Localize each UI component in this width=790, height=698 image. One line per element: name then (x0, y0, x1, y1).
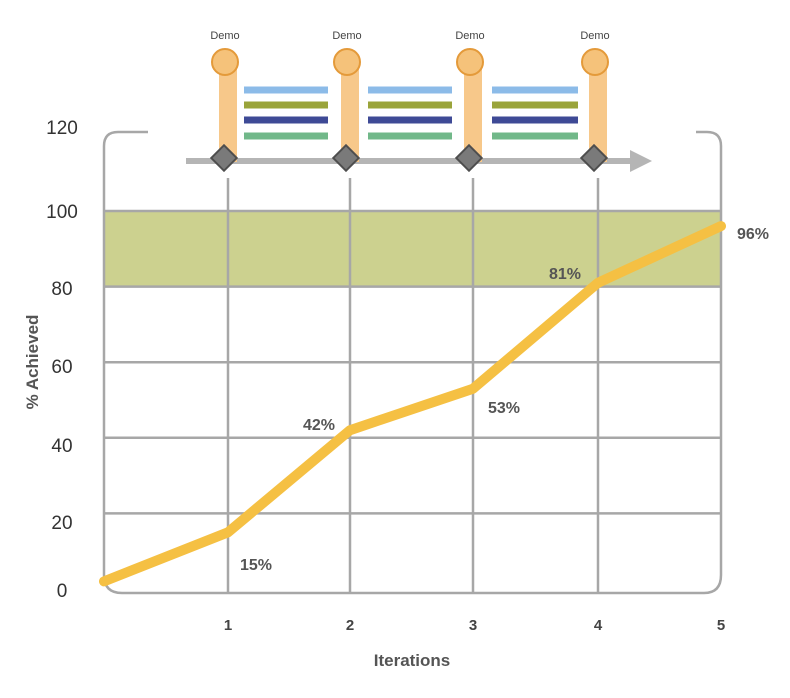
demo-milestone: Demo (454, 30, 485, 173)
stripe-bar (244, 101, 328, 109)
x-tick-label: 2 (346, 617, 354, 634)
stripe-bar (492, 132, 578, 140)
stripe-bar (244, 86, 328, 94)
x-tick-label: 5 (717, 617, 725, 634)
data-label: 53% (488, 400, 520, 417)
stripe-bar (368, 116, 452, 124)
stripe-bar (244, 132, 328, 140)
iteration-timeline: Demo Demo Demo Demo (186, 30, 652, 173)
arrow-icon (630, 150, 652, 172)
demo-milestones: Demo Demo Demo Demo (209, 30, 610, 173)
data-label: 42% (303, 417, 335, 434)
diamond-icon (209, 143, 239, 173)
data-label: 96% (737, 226, 769, 243)
x-axis-ticks: 1 2 3 4 5 (224, 617, 725, 634)
demo-milestone: Demo (579, 30, 610, 173)
data-labels: 15% 42% 53% 81% 96% (240, 226, 769, 574)
plot-frame (102, 130, 723, 595)
demo-pole (589, 62, 607, 162)
stripe-bar (492, 86, 578, 94)
y-tick-label: 40 (51, 436, 72, 457)
circle-icon (333, 48, 361, 76)
progress-line (99, 221, 726, 587)
y-axis-ticks: 0 20 40 60 80 100 120 (46, 118, 78, 602)
y-tick-label: 80 (51, 279, 72, 300)
stripe-bar (492, 101, 578, 109)
demo-label: Demo (210, 30, 239, 42)
stripe-bar (368, 132, 452, 140)
stripe-bar (244, 116, 328, 124)
demo-pole (219, 62, 237, 162)
x-tick-label: 4 (594, 617, 603, 634)
diamond-icon (331, 143, 361, 173)
diamond-icon (454, 143, 484, 173)
data-label: 81% (549, 266, 581, 283)
demo-pole (341, 62, 359, 162)
demo-milestone: Demo (209, 30, 240, 173)
circle-icon (456, 48, 484, 76)
circle-icon (211, 48, 239, 76)
diamond-icon (579, 143, 609, 173)
y-tick-label: 120 (46, 118, 78, 139)
y-tick-label: 20 (51, 513, 72, 534)
demo-pole (464, 62, 482, 162)
grid (104, 178, 721, 593)
backlog-stripes (244, 86, 578, 140)
y-tick-label: 60 (51, 357, 72, 378)
demo-label: Demo (332, 30, 361, 42)
x-tick-label: 3 (469, 617, 477, 634)
x-axis-title: Iterations (374, 651, 451, 670)
demo-milestone: Demo (331, 30, 362, 173)
circle-icon (581, 48, 609, 76)
stripe-bar (492, 116, 578, 124)
data-label: 15% (240, 557, 272, 574)
demo-label: Demo (455, 30, 484, 42)
target-band (104, 211, 721, 287)
y-tick-label: 100 (46, 202, 78, 223)
x-tick-label: 1 (224, 617, 232, 634)
stripe-bar (368, 101, 452, 109)
demo-label: Demo (580, 30, 609, 42)
stripe-bar (368, 86, 452, 94)
y-axis-title: % Achieved (23, 315, 42, 410)
y-tick-label: 0 (57, 581, 68, 602)
